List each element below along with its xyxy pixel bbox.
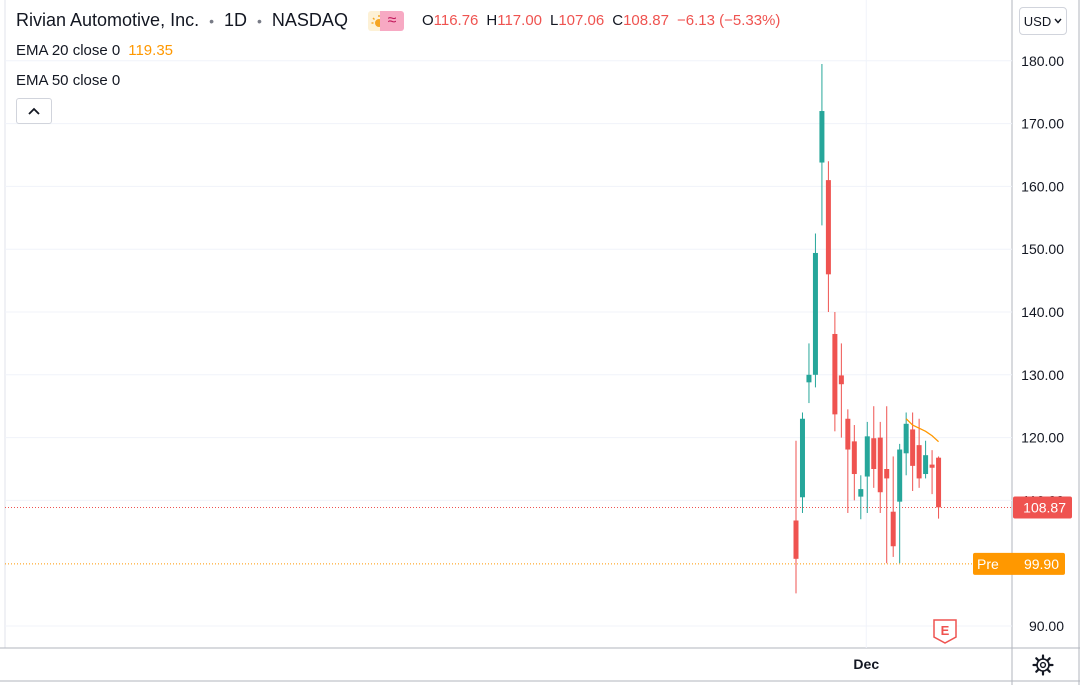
gear-icon[interactable] (1030, 652, 1056, 678)
y-tick-label: 180.00 (1021, 53, 1064, 69)
indicator-label: EMA 20 close 0 (16, 42, 121, 59)
y-tick-label: 160.00 (1021, 178, 1064, 194)
y-tick-label: 90.00 (1029, 618, 1064, 634)
candle-down (851, 441, 857, 475)
y-tick-label: 170.00 (1021, 116, 1064, 132)
high-label: H (486, 12, 498, 29)
indicator-label: EMA 50 close 0 (16, 72, 121, 89)
interval-label[interactable]: 1D (224, 10, 248, 30)
exchange-label: NASDAQ (271, 10, 348, 30)
candle-down (871, 438, 877, 469)
candle-up (923, 455, 929, 475)
open-value: 116.76 (433, 12, 479, 29)
candle-down (884, 469, 890, 479)
last-price-label-bg (1013, 496, 1072, 519)
chevron-up-icon (28, 107, 40, 115)
candle-up (799, 418, 805, 498)
ema20-line (905, 418, 940, 443)
ohlc-values: O116.76 H117.00 L107.06 C108.87 −6.13 (−… (422, 12, 780, 29)
candle-up (819, 111, 825, 163)
earnings-marker-letter: E (941, 623, 950, 638)
symbol-legend: Rivian Automotive, Inc. • 1D • NASDAQ ≈ … (16, 10, 780, 31)
ema-lines (905, 418, 940, 443)
candle-up (806, 374, 812, 383)
y-tick-label: 140.00 (1021, 304, 1064, 320)
premarket-tag: Pre (977, 556, 999, 572)
close-label: C (612, 12, 624, 29)
candle-down (838, 375, 844, 385)
currency-label: USD (1023, 13, 1052, 29)
candle-up (903, 423, 909, 454)
candle-up (812, 252, 818, 375)
low-value: 107.06 (558, 12, 605, 29)
price-axis[interactable]: 180.00 170.00 160.00 150.00 140.00 130.00 120.… (973, 53, 1072, 634)
candle-down (793, 520, 799, 559)
indicator-ema50[interactable]: EMA 50 close 0 (16, 72, 128, 89)
symbol-name[interactable]: Rivian Automotive, Inc. (16, 10, 200, 30)
candle-up (897, 449, 903, 502)
candle-down (825, 180, 831, 275)
low-label: L (550, 12, 559, 29)
currency-button[interactable]: USD (1019, 7, 1067, 35)
indicator-ema20[interactable]: EMA 20 close 0 119.35 (16, 42, 173, 59)
x-tick-label: Dec (853, 656, 879, 672)
close-value: 108.87 (623, 12, 669, 29)
chevron-down-icon (1054, 18, 1062, 24)
candle-down (916, 445, 922, 479)
earnings-markers: E (933, 619, 957, 644)
separator-dot: • (257, 12, 262, 29)
candles (793, 63, 942, 594)
wave-icon[interactable]: ≈ (379, 10, 404, 31)
candle-down (910, 429, 916, 466)
time-axis[interactable]: Dec (853, 656, 879, 672)
premarket-value: 99.90 (1024, 556, 1059, 572)
y-tick-label: 130.00 (1021, 367, 1064, 383)
session-badges: ≈ (367, 10, 404, 31)
candle-down (929, 464, 935, 468)
candle-down (890, 511, 896, 547)
change-value: −6.13 (−5.33%) (676, 12, 781, 29)
candle-down (845, 418, 851, 450)
last-price-label: 108.87 (1023, 499, 1066, 515)
separator-dot: • (209, 12, 214, 29)
earnings-icon[interactable]: E (933, 619, 957, 644)
premarket-label-bg (973, 552, 1065, 575)
candle-down (877, 437, 883, 493)
candle-down (936, 457, 942, 508)
earnings-marker-shape (933, 619, 957, 644)
indicator-value: 119.35 (128, 42, 173, 59)
collapse-legend-button[interactable] (16, 98, 52, 124)
candle-down (832, 333, 838, 415)
y-tick-label: 150.00 (1021, 241, 1064, 257)
high-value: 117.00 (497, 12, 542, 29)
candle-up (858, 489, 864, 497)
open-label: O (421, 12, 434, 29)
y-tick-label: 120.00 (1021, 430, 1064, 446)
candle-up (864, 436, 870, 477)
